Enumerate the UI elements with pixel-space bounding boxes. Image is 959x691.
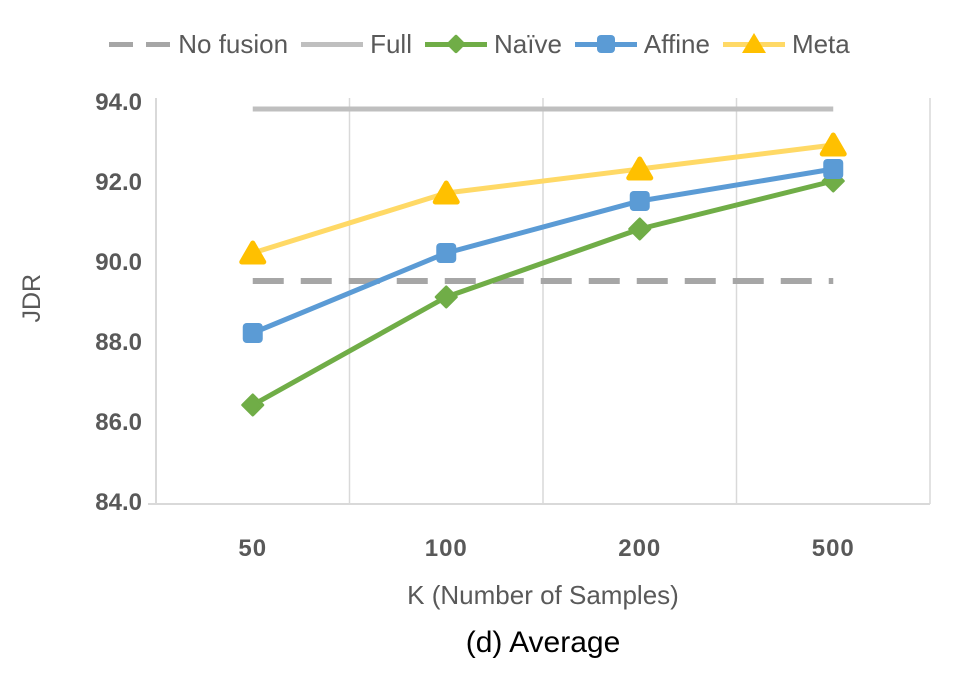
legend-label-full: Full [370,29,412,59]
legend-item-affine: Affine [574,29,710,59]
y-tick-label-88.0: 88.0 [95,329,142,356]
legend-item-full: Full [301,31,412,57]
triangle-marker-icon [741,33,766,53]
series-line-naive [250,178,836,408]
series-line-meta [250,142,836,256]
x-tick-label-200: 200 [618,535,661,562]
y-tick-label-86.0: 86.0 [95,409,142,436]
legend-label-meta: Meta [791,29,850,59]
y-tick-label-92.0: 92.0 [95,169,142,196]
legend-item-naive: Naïve [425,31,562,57]
affine-line-swatch [574,35,637,53]
marker-naive-200 [628,217,652,241]
y-tick-label-94.0: 94.0 [95,89,142,116]
legend-label-affine: Affine [643,29,710,59]
y-tick-label-84.0: 84.0 [95,489,142,516]
marker-meta-100 [432,180,460,205]
meta-line-swatch [722,33,785,53]
marker-naive-50 [241,393,265,417]
legend-item-no-fusion: No fusion [109,31,288,57]
x-tick-label-100: 100 [425,535,468,562]
marker-meta-200 [626,156,654,181]
marker-affine-50 [242,323,263,343]
marker-affine-100 [436,243,457,263]
marker-meta-500 [819,132,847,157]
x-axis-title: K (Number of Samples) [407,580,679,610]
no-fusion-dashed-line-swatch [109,41,172,47]
chart-legend: No fusion Full Naïve Affine Meta [0,22,959,66]
marker-affine-200 [629,191,650,211]
legend-item-meta: Meta [722,29,850,59]
y-axis-title: JDR [18,273,46,323]
legend-label-naive: Naïve [494,29,562,59]
square-marker-icon [596,35,615,53]
marker-affine-500 [823,159,844,179]
naive-line-swatch [425,34,487,54]
x-tick-label-50: 50 [238,535,267,562]
y-tick-label-90.0: 90.0 [95,249,142,276]
marker-naive-100 [434,285,458,309]
series-line-affine [250,166,836,336]
full-solid-line-swatch [301,41,364,47]
x-tick-label-500: 500 [812,535,855,562]
marker-meta-50 [239,240,267,265]
legend-label-no-fusion: No fusion [178,29,289,59]
figure-caption: (d) Average [465,626,621,659]
